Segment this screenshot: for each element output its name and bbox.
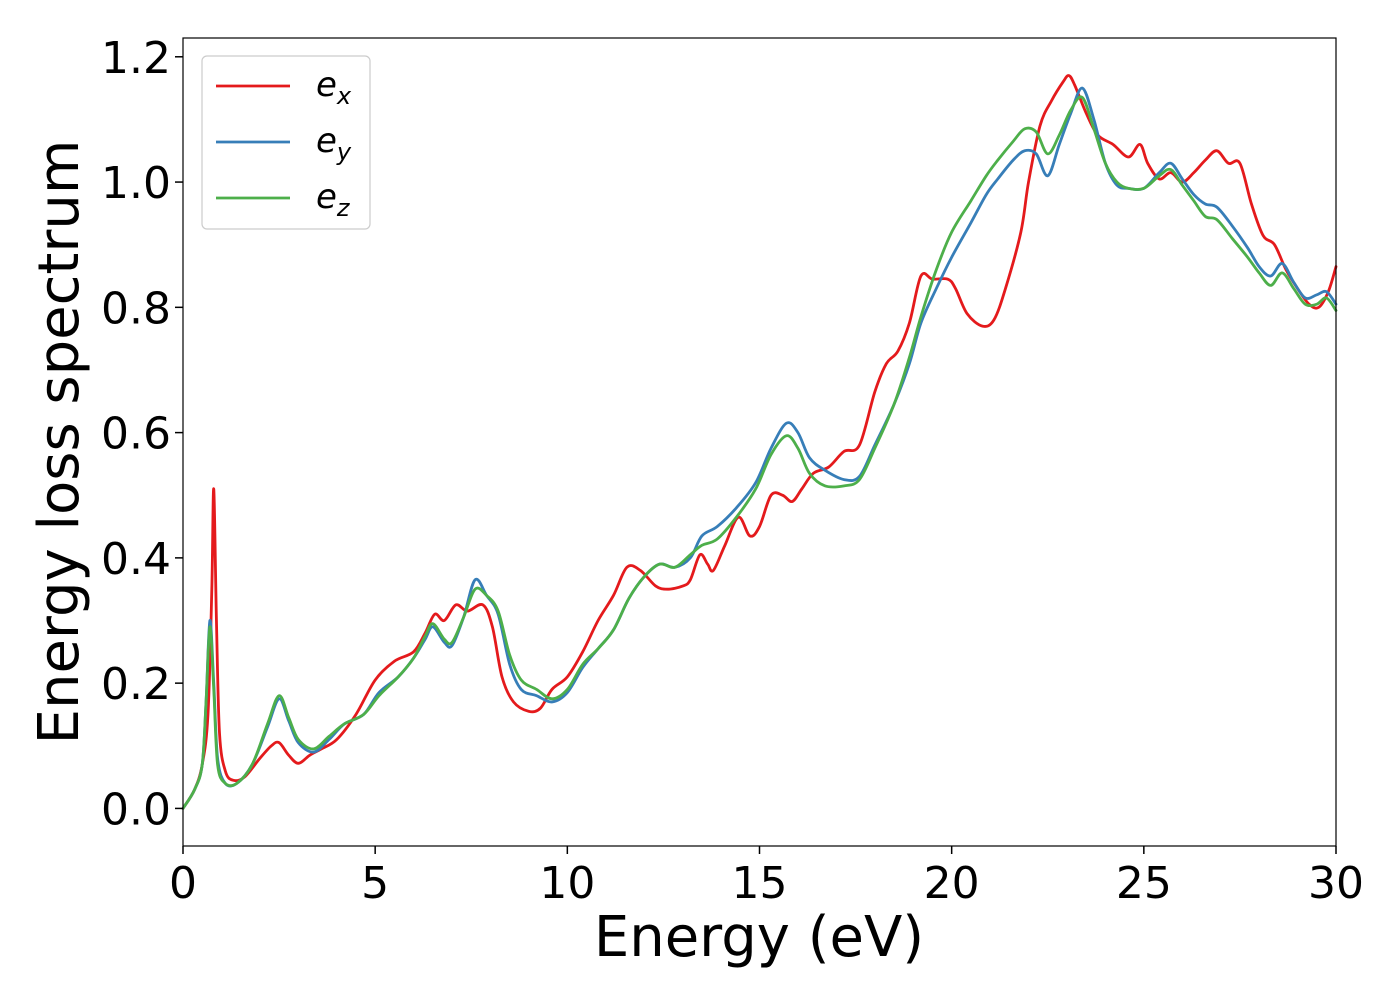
y-tick-label: 0.8 (101, 283, 171, 334)
y-tick-label: 0.0 (101, 784, 171, 835)
series-line-e-x (181, 74, 1338, 810)
x-tick-label: 10 (539, 858, 595, 909)
series-layer (181, 74, 1338, 810)
legend-label-e-z: ez (316, 177, 351, 222)
x-axis-label: Energy (eV) (594, 905, 924, 970)
y-tick-label: 0.2 (101, 659, 171, 710)
x-axis-ticks: 0 5 10 15 20 25 30 (169, 846, 1364, 909)
y-axis-ticks: 0.0 0.2 0.4 0.6 0.8 1.0 1.2 (101, 33, 183, 835)
series-line-e-y (181, 86, 1338, 810)
y-tick-label: 0.4 (101, 534, 171, 585)
x-tick-label: 15 (732, 858, 788, 909)
x-tick-label: 0 (169, 858, 197, 909)
x-tick-label: 30 (1308, 858, 1364, 909)
y-tick-label: 0.6 (101, 409, 171, 460)
x-tick-label: 5 (361, 858, 389, 909)
y-tick-label: 1.0 (101, 158, 171, 209)
x-tick-label: 25 (1116, 858, 1172, 909)
plot-background (183, 38, 1336, 846)
series-line-e-z (181, 95, 1338, 810)
y-tick-label: 1.2 (101, 33, 171, 84)
legend-label-e-x: ex (316, 65, 352, 110)
y-axis-label: Energy loss spectrum (27, 140, 92, 745)
legend-label-e-y: ey (316, 121, 352, 166)
legend: ex ey ez (201, 55, 371, 230)
x-tick-label: 20 (924, 858, 980, 909)
